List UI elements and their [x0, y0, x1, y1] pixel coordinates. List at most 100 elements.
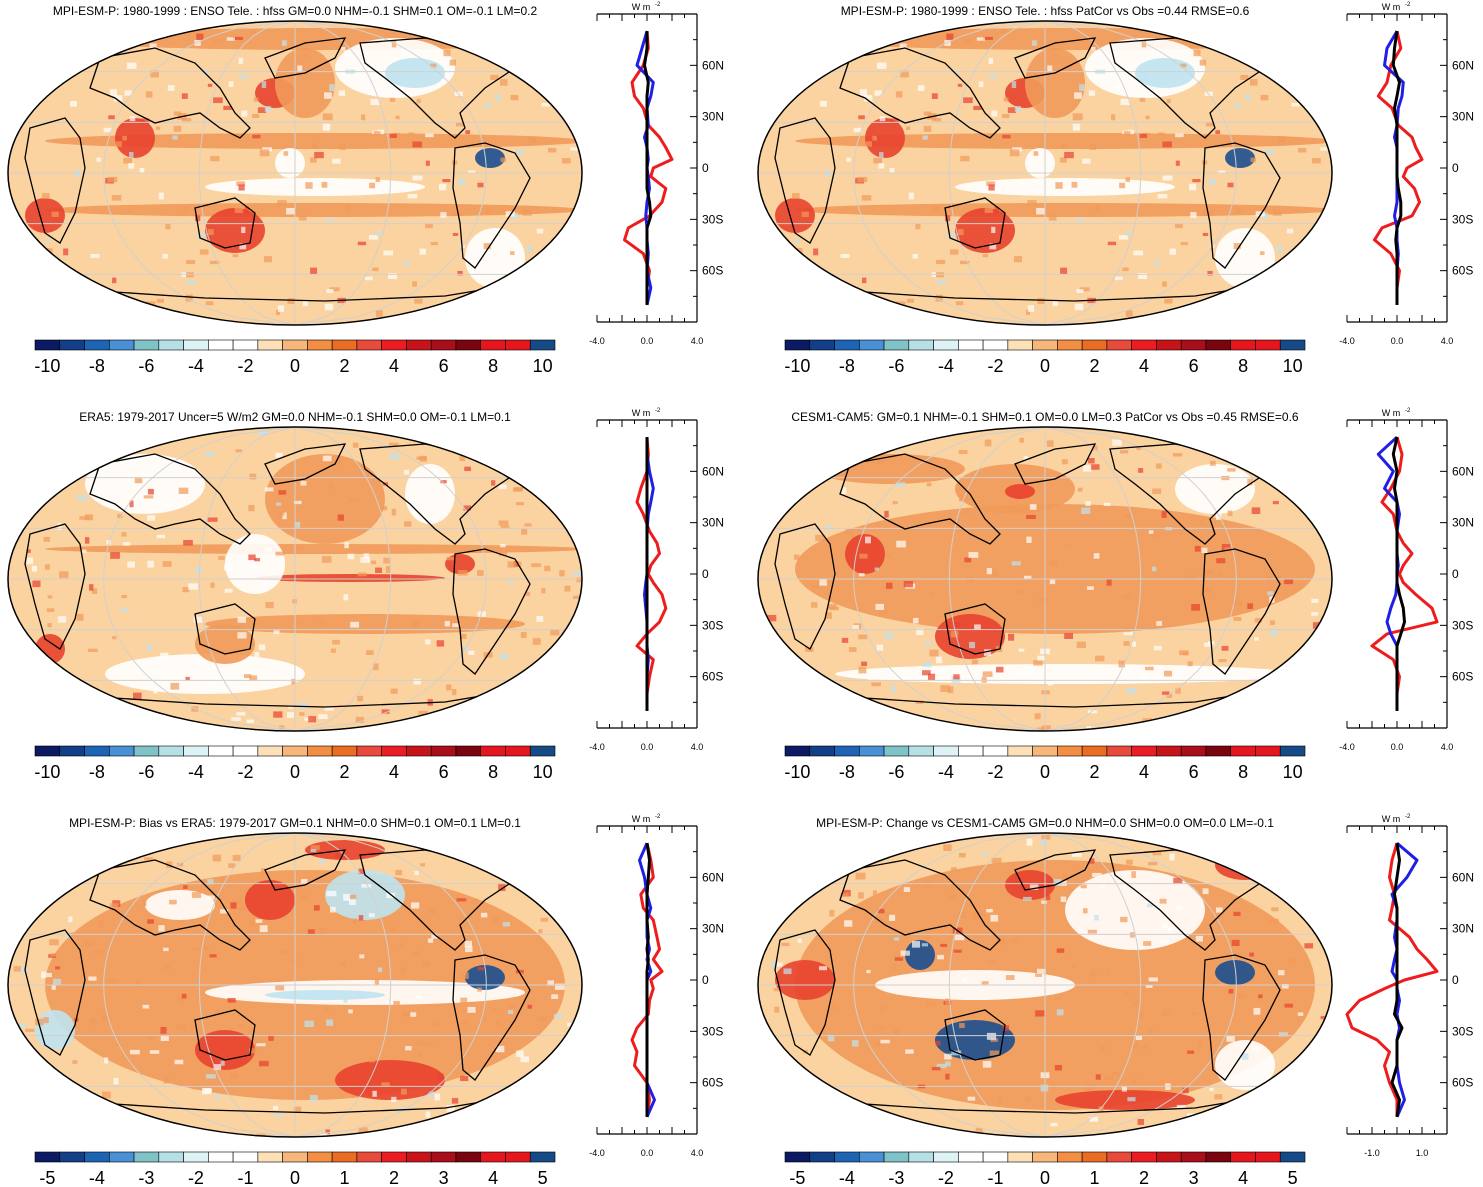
map-cell [829, 909, 835, 917]
colorbar-box [1279, 1151, 1306, 1163]
map-cell [1175, 687, 1181, 694]
map-cell [183, 206, 191, 212]
colorbar-box [232, 1151, 259, 1163]
map-cell [255, 919, 263, 923]
coastline [834, 285, 1256, 302]
map-cell [886, 552, 892, 557]
map-cell [500, 525, 510, 530]
map-cell [414, 870, 419, 875]
map-cell [80, 549, 87, 553]
map-cell [1148, 861, 1158, 866]
map-cell [213, 1064, 222, 1070]
map-cell [468, 170, 476, 174]
map-cell [944, 39, 951, 46]
map-cell [1166, 693, 1173, 699]
x-tick-label: 0.0 [1391, 742, 1404, 752]
map-cell [858, 115, 865, 120]
map-cell [510, 94, 519, 101]
y-tick-label: 60S [702, 1076, 723, 1090]
map-cell [366, 650, 374, 655]
map-cell [407, 194, 418, 199]
map-cell [235, 449, 242, 453]
map-cell [446, 684, 452, 691]
map-cell [1139, 133, 1147, 139]
unit-label: W m [1382, 2, 1401, 12]
map-cell [49, 939, 59, 946]
map-cell [460, 633, 467, 639]
map-cell [989, 243, 997, 250]
map-cell [1202, 888, 1209, 895]
colorbar-box [1032, 339, 1058, 351]
map-cell [547, 147, 557, 153]
map-cell [1087, 710, 1098, 714]
anomaly-region [325, 870, 405, 920]
map-cell [324, 706, 334, 711]
map-cell [452, 232, 459, 236]
map-cell [801, 211, 809, 217]
colorbar: -5 -4 -3 -2 -1 0 1 2 3 4 5 [34, 1151, 556, 1186]
map-cell [365, 84, 375, 90]
map-cell [873, 157, 883, 164]
map-cell [1137, 1118, 1145, 1125]
map-cell [1182, 651, 1189, 656]
map-cell [434, 1093, 441, 1101]
map-cell [101, 1091, 111, 1099]
map-cell [237, 632, 247, 639]
map-cell [1156, 621, 1163, 626]
colorbar-box [858, 745, 885, 757]
map-cell [890, 962, 896, 970]
map-cell [207, 517, 218, 522]
coastline [84, 1097, 506, 1114]
map-cell [348, 899, 356, 906]
colorbar-box [1007, 339, 1033, 351]
map-cell [241, 110, 248, 117]
gridline-lon [198, 21, 296, 325]
colorbar-tick-label: -3 [138, 1168, 154, 1186]
map-cell [458, 178, 466, 186]
map-cell [231, 717, 241, 721]
map-cell [287, 298, 296, 304]
map-cell [991, 857, 1002, 864]
gridline-lon [103, 833, 296, 1137]
map-cell [491, 480, 496, 486]
colorbar-tick-label: 2 [389, 1168, 399, 1186]
map-cell [893, 954, 901, 960]
map-cell [906, 298, 914, 303]
colorbar-tick-label: 1 [1090, 1168, 1100, 1186]
map-cell [319, 928, 328, 934]
map-cell [1034, 713, 1041, 720]
map-cell [940, 943, 948, 947]
colorbar: -10 -8 -6 -4 -2 0 2 4 6 8 10 [34, 339, 556, 376]
map-cell [425, 133, 434, 138]
colorbar-box [505, 339, 531, 351]
profile-line [1345, 842, 1439, 1117]
map-cell [861, 661, 868, 667]
map-cell [258, 644, 266, 651]
map-cell [1037, 655, 1045, 661]
map-cell [879, 152, 884, 159]
colorbar-box [480, 339, 506, 351]
map-cell [437, 1073, 444, 1081]
unit-label: W m [632, 2, 651, 12]
map-cell [146, 643, 152, 651]
map-cell [298, 214, 307, 221]
map-cell [943, 844, 952, 852]
map-cell [1182, 1087, 1189, 1094]
colorbar-tick-label: -8 [839, 356, 855, 376]
anomaly-region [65, 28, 582, 50]
map-cell [951, 867, 957, 873]
map-cell [432, 1020, 439, 1027]
colorbar-box [133, 1151, 160, 1163]
map-cell [981, 981, 989, 985]
map-cell [302, 300, 309, 307]
map-cell [46, 608, 55, 612]
colorbar-box [505, 1151, 531, 1163]
map-cell [922, 135, 928, 140]
map-border [757, 426, 1333, 732]
coastline [89, 47, 251, 139]
map-cell [1284, 1003, 1293, 1008]
map-cell [438, 183, 447, 191]
map-cell [370, 98, 380, 106]
map-cell [1311, 598, 1319, 603]
gridline-lon [294, 833, 392, 1137]
